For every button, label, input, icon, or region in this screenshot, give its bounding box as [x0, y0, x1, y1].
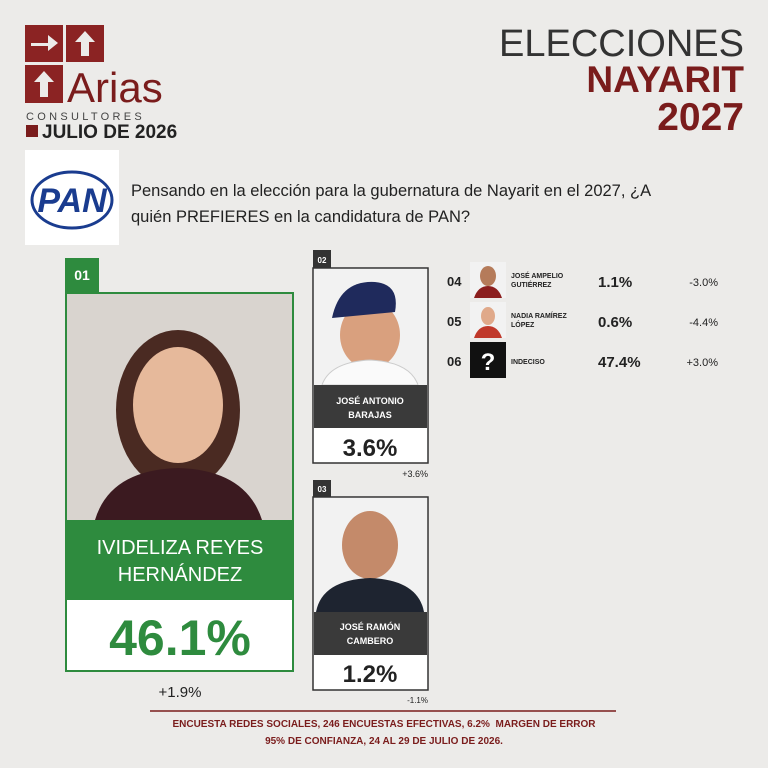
- logo-arrow: [31, 35, 58, 51]
- rank-box: [313, 480, 331, 497]
- photo-face: [133, 347, 223, 463]
- undecided-icon: ?: [481, 349, 496, 376]
- candidate-name: BARAJAS: [348, 410, 392, 420]
- candidate-change: -1.1%: [407, 696, 428, 705]
- photo-body: [321, 359, 419, 386]
- title-line: 2027: [657, 96, 744, 139]
- rank-box: [65, 258, 99, 293]
- undecided-icon-box: [470, 342, 506, 378]
- rank: 01: [74, 267, 90, 283]
- photo-face: [481, 307, 495, 325]
- footer-line: ENCUESTA REDES SOCIALES, 246 ENCUESTAS E…: [172, 719, 596, 730]
- candidate-value: 1.2%: [343, 661, 398, 688]
- title-line: ELECCIONES: [499, 23, 744, 65]
- date: JULIO DE 2026: [42, 122, 177, 143]
- photo-body: [95, 468, 262, 520]
- question-line: quién PREFIERES en la candidatura de PAN…: [131, 208, 470, 226]
- rank: 02: [318, 256, 327, 265]
- photo-body: [474, 286, 502, 298]
- footer-line: 95% DE CONFIANZA, 24 AL 29 DE JULIO DE 2…: [265, 736, 503, 747]
- photo-face: [480, 266, 496, 286]
- candidate-name: NADIA RAMÍREZ: [511, 311, 567, 320]
- candidate-name: JOSÉ RAMÓN: [340, 621, 401, 632]
- candidate-change: +3.6%: [402, 469, 428, 479]
- title-line: NAYARIT: [586, 59, 744, 100]
- rank: 05: [447, 314, 461, 329]
- candidate-name: CAMBERO: [347, 636, 394, 646]
- candidate-change: -3.0%: [689, 277, 718, 289]
- question-line: Pensando en la elección para la gubernat…: [131, 182, 651, 200]
- candidate-change: +3.0%: [687, 357, 719, 369]
- rank: 06: [447, 354, 461, 369]
- party-logo-ring: [30, 170, 114, 230]
- logo-arrow: [34, 71, 54, 97]
- name-band: [314, 385, 427, 428]
- photo-body: [474, 326, 502, 338]
- candidate-name: LÓPEZ: [511, 320, 535, 329]
- photo-body: [316, 578, 424, 612]
- candidate-value: 3.6%: [343, 435, 398, 462]
- date-marker: [26, 125, 38, 137]
- candidate-change: +1.9%: [159, 684, 202, 701]
- candidate-name: JOSÉ AMPELIO: [511, 271, 564, 280]
- candidate-name: IVIDELIZA REYES: [97, 537, 264, 559]
- candidate-name: GUTIÉRREZ: [511, 280, 552, 289]
- candidate-change: -4.4%: [689, 317, 718, 329]
- photo-cap: [332, 281, 396, 318]
- candidate-name: INDECISO: [511, 359, 545, 366]
- candidate-value: 47.4%: [598, 354, 641, 371]
- candidate-value: 1.1%: [598, 274, 632, 291]
- rank: 04: [447, 274, 462, 289]
- party-logo: PAN: [37, 182, 108, 220]
- candidate-value: 46.1%: [109, 610, 251, 666]
- candidate-value: 0.6%: [598, 314, 632, 331]
- brand: Arias: [67, 64, 163, 111]
- photo-face: [342, 511, 398, 579]
- rank: 03: [318, 485, 327, 494]
- rank-box: [313, 250, 331, 268]
- logo-arrow: [75, 31, 95, 56]
- candidate-name: HERNÁNDEZ: [118, 563, 242, 586]
- candidate-name: JOSÉ ANTONIO: [336, 396, 404, 406]
- name-band: [67, 520, 292, 600]
- brand-sub: CONSULTORES: [26, 111, 145, 123]
- photo-face: [340, 301, 400, 369]
- name-band: [314, 612, 427, 655]
- logo: [25, 25, 104, 103]
